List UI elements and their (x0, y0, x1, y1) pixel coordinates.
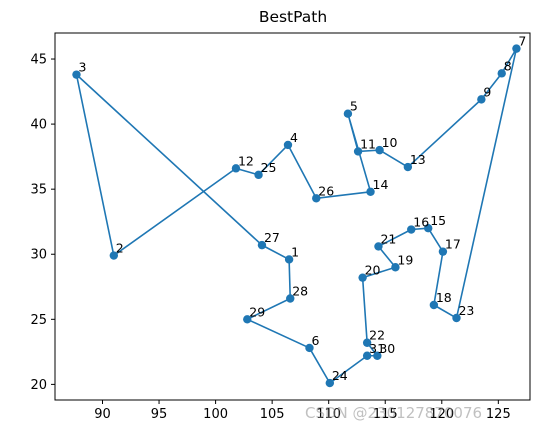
point-label: 18 (436, 290, 452, 305)
path-point (109, 251, 119, 260)
point-label: 30 (379, 341, 395, 356)
path-point (358, 273, 367, 282)
point-label: 11 (360, 136, 376, 151)
path-point (283, 140, 293, 150)
point-label: 3 (78, 60, 86, 75)
x-tick-label: 105 (260, 407, 285, 422)
point-label: 23 (458, 303, 474, 318)
x-tick-label: 90 (94, 407, 111, 422)
point-label: 15 (430, 213, 446, 228)
path-point (477, 95, 486, 104)
y-tick-label: 20 (30, 378, 47, 393)
point-label: 12 (238, 153, 254, 168)
point-label: 13 (410, 152, 426, 167)
path-point (373, 351, 382, 360)
path-point (452, 313, 461, 323)
point-label: 1 (291, 244, 299, 259)
x-tick-label: 115 (373, 407, 398, 422)
point-label: 25 (261, 160, 277, 175)
path-point (362, 338, 372, 347)
path-point (362, 351, 372, 360)
path-point (366, 187, 375, 196)
path-point (254, 170, 263, 180)
path-point (325, 378, 335, 388)
path-point (72, 70, 81, 79)
path-point (512, 44, 521, 53)
point-label: 28 (292, 283, 308, 298)
point-label: 10 (382, 135, 398, 150)
path-point (424, 224, 433, 233)
path-series (75, 47, 518, 384)
y-tick-label: 40 (30, 118, 47, 133)
chart-title: BestPath (259, 8, 327, 26)
point-label: 9 (483, 84, 491, 99)
path-point (407, 225, 416, 234)
point-label: 5 (350, 99, 358, 114)
point-label: 21 (380, 231, 396, 246)
path-point (257, 240, 267, 250)
path-points (72, 44, 521, 388)
point-label: 4 (290, 130, 298, 145)
point-label: 14 (373, 177, 389, 192)
point-label: 26 (318, 183, 334, 198)
path-point (438, 247, 448, 256)
x-tick-label: 95 (151, 407, 168, 422)
point-label: 19 (397, 252, 413, 267)
path-point (231, 164, 241, 173)
path-point (391, 263, 400, 272)
point-label: 16 (413, 215, 429, 230)
path-point (343, 109, 353, 118)
y-tick-label: 30 (30, 248, 47, 263)
path-line (75, 47, 518, 384)
x-tick-label: 110 (316, 407, 341, 422)
y-tick-label: 45 (30, 53, 47, 68)
point-label: 20 (365, 263, 381, 278)
path-point (429, 300, 439, 310)
path-point (403, 162, 413, 172)
path-point (243, 315, 252, 324)
watermark-text: CSDN @230127870076 (305, 404, 483, 422)
point-label: 7 (518, 34, 526, 49)
path-point (353, 147, 363, 156)
point-label: 31 (369, 341, 385, 356)
point-label: 22 (369, 328, 385, 343)
path-point (375, 145, 384, 155)
x-tick-label: 100 (203, 407, 228, 422)
path-point (312, 194, 321, 203)
y-tick-label: 35 (30, 183, 47, 198)
point-label: 17 (445, 237, 461, 252)
path-point (497, 69, 506, 78)
path-point (286, 294, 295, 303)
path-point (374, 242, 383, 251)
plot-frame (54, 32, 531, 401)
path-point (305, 343, 314, 353)
point-label: 6 (311, 333, 319, 348)
point-label: 24 (332, 368, 348, 383)
y-tick-label: 25 (30, 313, 47, 328)
point-label: 8 (504, 58, 512, 73)
path-point (284, 255, 294, 264)
point-label: 2 (116, 241, 124, 256)
x-tick-label: 125 (486, 407, 511, 422)
x-tick-label: 120 (429, 407, 454, 422)
point-label: 27 (264, 230, 280, 245)
point-label: 29 (249, 304, 265, 319)
